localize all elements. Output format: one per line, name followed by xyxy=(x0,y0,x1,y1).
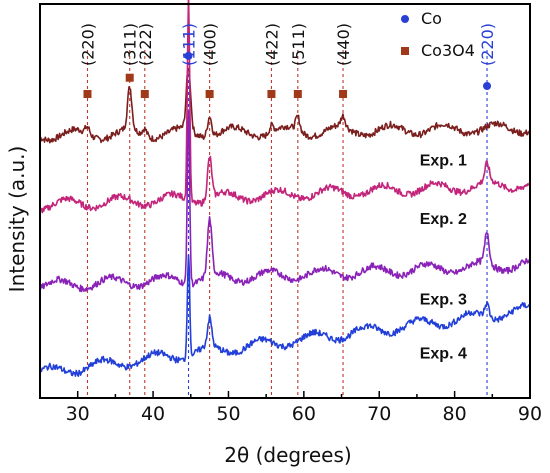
co-marker xyxy=(184,51,193,60)
legend: Co Co3O4 xyxy=(401,9,475,60)
series-label: Exp. 1 xyxy=(420,152,467,169)
y-axis-title: Intensity (a.u.) xyxy=(5,146,29,293)
series-labels: Exp. 1 Exp. 2 Exp. 3 Exp. 4 xyxy=(420,152,467,362)
x-tick-label: 70 xyxy=(367,403,391,425)
legend-label: Co xyxy=(421,9,442,28)
peak-label: (440) xyxy=(334,23,353,66)
peak-label: (111) xyxy=(180,23,199,66)
series-line xyxy=(39,254,531,377)
plot-frame xyxy=(39,3,531,399)
x-tick-label: 40 xyxy=(141,403,165,425)
xrd-traces xyxy=(39,0,531,377)
co-marker xyxy=(483,82,492,90)
legend-label: Co3O4 xyxy=(421,41,475,60)
series-line xyxy=(40,68,531,144)
x-tick-label: 50 xyxy=(216,403,240,425)
co3o4-marker xyxy=(140,90,149,98)
series-label: Exp. 2 xyxy=(420,211,467,228)
legend-marker xyxy=(401,47,409,55)
co3o4-marker xyxy=(83,90,92,98)
peak-labels: (220) (311)(222) (111) (400) (422) (511) (440)… xyxy=(78,23,497,66)
peak-label: (511) xyxy=(289,23,308,66)
co3o4-marker xyxy=(125,73,134,82)
series-label: Exp. 4 xyxy=(420,346,467,363)
x-axis-title: 2θ (degrees) xyxy=(224,443,351,467)
axes: 30 40 50 60 70 80 90 xyxy=(39,3,542,425)
phase-markers xyxy=(83,51,492,98)
x-tick-label: 30 xyxy=(66,403,90,425)
x-tick-label: 90 xyxy=(518,403,542,425)
series-label: Exp. 3 xyxy=(420,292,467,309)
x-tick-label: 80 xyxy=(443,403,467,425)
peak-label: (422) xyxy=(262,23,281,66)
legend-marker xyxy=(401,15,409,23)
co3o4-marker xyxy=(267,90,276,98)
peak-label: (222) xyxy=(136,23,155,66)
x-tick-label: 60 xyxy=(292,403,316,425)
peak-label: (220) xyxy=(78,23,97,66)
peak-label: (400) xyxy=(201,23,220,66)
peak-label: (220) xyxy=(478,23,497,66)
co3o4-marker xyxy=(339,90,348,98)
series-line xyxy=(39,0,531,214)
co3o4-marker xyxy=(293,90,302,98)
peak-label: (311) xyxy=(121,23,140,66)
co3o4-marker xyxy=(205,90,214,98)
series-line xyxy=(39,109,531,293)
